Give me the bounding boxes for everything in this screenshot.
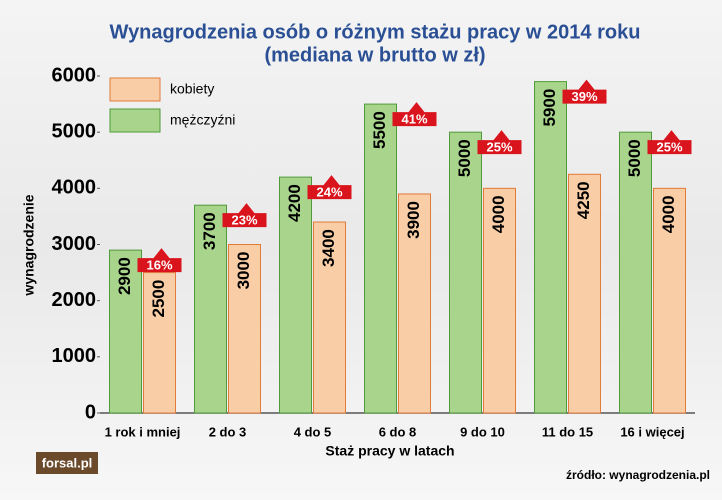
x-tick-label: 6 do 8 [379, 424, 417, 439]
bar [279, 176, 312, 414]
gap-badge [222, 203, 267, 228]
bar [194, 204, 227, 414]
gap-badge [647, 130, 692, 155]
bar [449, 131, 482, 414]
value-label: 3700 [200, 212, 219, 250]
x-tick-label: 1 rok i mniej [105, 424, 181, 439]
x-tick-label: 11 do 15 [542, 424, 593, 439]
y-tick-label: 2000 [52, 289, 97, 311]
legend-swatch [109, 77, 161, 102]
value-label: 2500 [149, 280, 168, 318]
x-tick-label: 9 do 10 [460, 424, 505, 439]
gap-label: 39% [571, 89, 597, 104]
y-tick-label: 1000 [52, 345, 97, 367]
gap-label: 16% [146, 258, 172, 273]
value-label: 5000 [455, 139, 474, 177]
y-tick-label: 0 [85, 401, 96, 423]
y-tick-label: 3000 [52, 233, 97, 255]
gap-badge [562, 79, 607, 104]
value-label: 5900 [540, 89, 559, 127]
bar [483, 187, 516, 414]
chart-subtitle: (mediana w brutto w zł) [264, 44, 485, 66]
source: źródło: wynagrodzenia.pl [566, 468, 710, 482]
bar [228, 244, 261, 414]
gap-badge [477, 130, 522, 155]
y-tick-label: 6000 [52, 64, 97, 86]
gap-label: 25% [486, 140, 512, 155]
legend-swatch [109, 108, 161, 133]
gap-badge [392, 102, 437, 127]
value-label: 3000 [234, 252, 253, 290]
bar [143, 272, 176, 414]
value-label: 3400 [319, 229, 338, 267]
value-label: 5000 [625, 139, 644, 177]
legend-label: kobiety [170, 81, 214, 97]
gap-label: 23% [231, 213, 257, 228]
y-axis-label: wynagrodzenie [21, 194, 37, 296]
y-tick-label: 4000 [52, 177, 97, 199]
bar [109, 249, 142, 414]
value-label: 4000 [659, 195, 678, 233]
gap-badge [137, 248, 182, 273]
x-tick-label: 4 do 5 [294, 424, 332, 439]
value-label: 4250 [574, 181, 593, 219]
y-tick-label: 5000 [52, 120, 97, 142]
bar [568, 173, 601, 414]
bar [313, 221, 346, 414]
value-label: 4200 [285, 184, 304, 222]
gap-label: 24% [316, 185, 342, 200]
value-label: 4000 [489, 195, 508, 233]
bar [619, 131, 652, 414]
logo: forsal.pl [42, 455, 93, 470]
bar [534, 81, 567, 414]
value-label: 5500 [370, 111, 389, 149]
gap-label: 25% [656, 140, 682, 155]
x-tick-label: 16 i więcej [620, 424, 684, 439]
gap-label: 41% [401, 112, 427, 127]
chart-title: Wynagrodzenia osób o różnym stażu pracy … [110, 21, 641, 43]
value-label: 2900 [115, 257, 134, 295]
x-axis-label: Staż pracy w latach [325, 443, 454, 459]
gap-badge [307, 175, 352, 200]
x-tick-label: 2 do 3 [209, 424, 247, 439]
logo-box [36, 452, 98, 474]
bar [398, 193, 431, 414]
value-label: 3900 [404, 201, 423, 239]
bar [364, 103, 397, 414]
bar [653, 187, 686, 414]
legend-label: mężczyźni [170, 112, 235, 128]
